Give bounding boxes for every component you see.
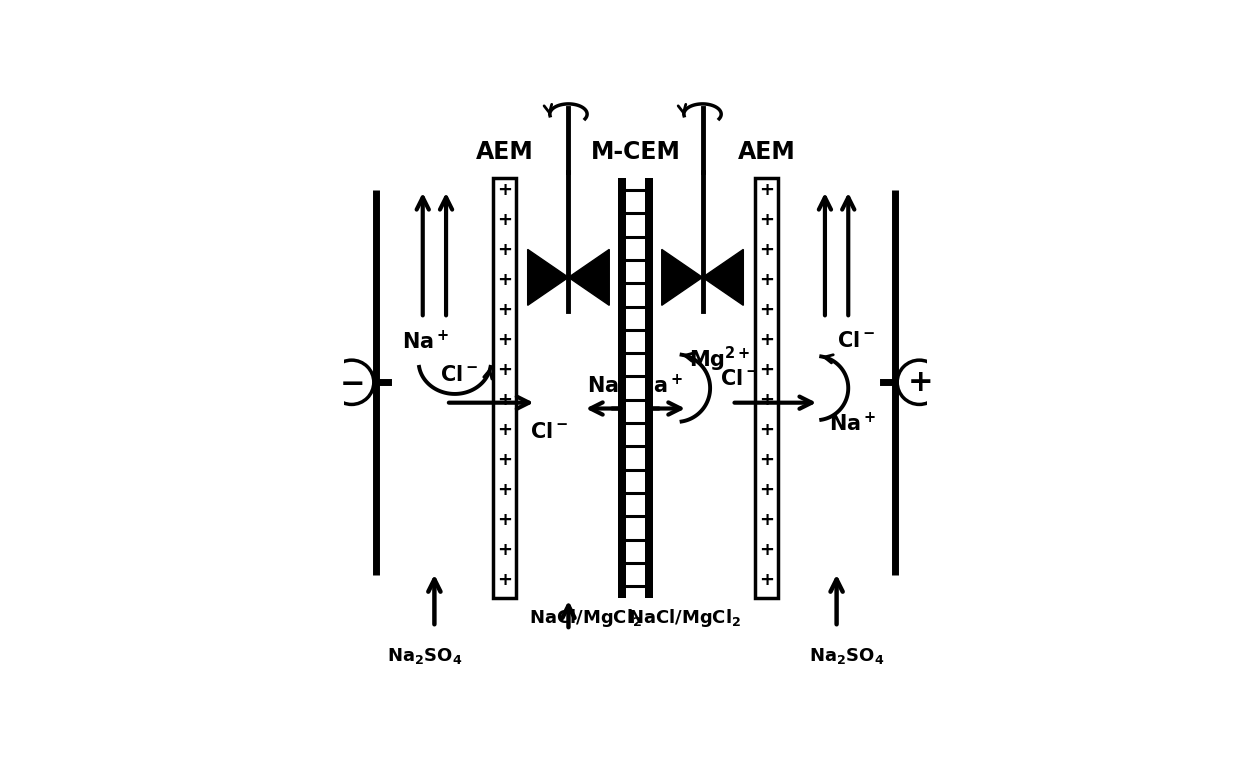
Text: AEM: AEM	[475, 140, 533, 164]
Text: +: +	[497, 211, 512, 229]
Text: +: +	[759, 211, 774, 229]
Text: +: +	[497, 391, 512, 409]
Text: $\mathbf{NaCl/MgCl_2}$: $\mathbf{NaCl/MgCl_2}$	[629, 607, 742, 629]
Bar	[618, 179, 626, 598]
Text: +: +	[497, 331, 512, 349]
Text: +: +	[497, 511, 512, 529]
Text: +: +	[759, 181, 774, 199]
Bar	[645, 179, 653, 598]
Text: $\mathbf{Cl^-}$: $\mathbf{Cl^-}$	[837, 332, 875, 351]
Text: $\mathbf{Cl^-}$: $\mathbf{Cl^-}$	[719, 369, 758, 389]
Polygon shape	[703, 249, 743, 305]
Text: +: +	[497, 541, 512, 559]
Text: $\mathbf{Na^+}$: $\mathbf{Na^+}$	[636, 373, 683, 397]
Text: +: +	[759, 421, 774, 439]
Text: +: +	[497, 181, 512, 199]
Text: +: +	[497, 481, 512, 499]
Text: $\boldsymbol{+}$: $\boldsymbol{+}$	[908, 368, 931, 397]
Text: +: +	[497, 361, 512, 379]
Text: $\mathbf{Na_2SO_4}$: $\mathbf{Na_2SO_4}$	[387, 646, 463, 666]
Text: $\boldsymbol{-}$: $\boldsymbol{-}$	[340, 368, 363, 397]
Polygon shape	[528, 249, 568, 305]
Bar	[492, 179, 516, 598]
Text: +: +	[759, 541, 774, 559]
Text: $\mathbf{Na^+}$: $\mathbf{Na^+}$	[588, 373, 635, 397]
Text: $\mathbf{Cl^-}$: $\mathbf{Cl^-}$	[440, 365, 479, 385]
Polygon shape	[662, 249, 703, 305]
Text: +: +	[497, 451, 512, 469]
Text: +: +	[759, 391, 774, 409]
Text: $\mathbf{Mg^{2+}}$: $\mathbf{Mg^{2+}}$	[689, 344, 750, 373]
Text: $\mathbf{Na_2SO_4}$: $\mathbf{Na_2SO_4}$	[808, 646, 884, 666]
Text: +: +	[497, 271, 512, 289]
Text: $\mathbf{Na^+}$: $\mathbf{Na^+}$	[402, 330, 449, 353]
Text: +: +	[497, 241, 512, 259]
Text: $\mathbf{Na^+}$: $\mathbf{Na^+}$	[828, 412, 875, 435]
Text: +: +	[497, 571, 512, 589]
Text: +: +	[759, 571, 774, 589]
Bar	[626, 179, 645, 598]
Text: +: +	[497, 421, 512, 439]
Text: +: +	[759, 241, 774, 259]
Text: +: +	[759, 361, 774, 379]
Bar	[755, 179, 779, 598]
Polygon shape	[568, 249, 609, 305]
Text: +: +	[759, 301, 774, 319]
Text: +: +	[497, 301, 512, 319]
Text: +: +	[759, 331, 774, 349]
Text: +: +	[759, 511, 774, 529]
Text: AEM: AEM	[738, 140, 796, 164]
Text: M-CEM: M-CEM	[590, 140, 681, 164]
Text: $\mathbf{NaCl/MgCl_2}$: $\mathbf{NaCl/MgCl_2}$	[529, 607, 642, 629]
Text: +: +	[759, 271, 774, 289]
Text: $\mathbf{Cl^-}$: $\mathbf{Cl^-}$	[529, 422, 568, 442]
Text: +: +	[759, 481, 774, 499]
Text: +: +	[759, 451, 774, 469]
